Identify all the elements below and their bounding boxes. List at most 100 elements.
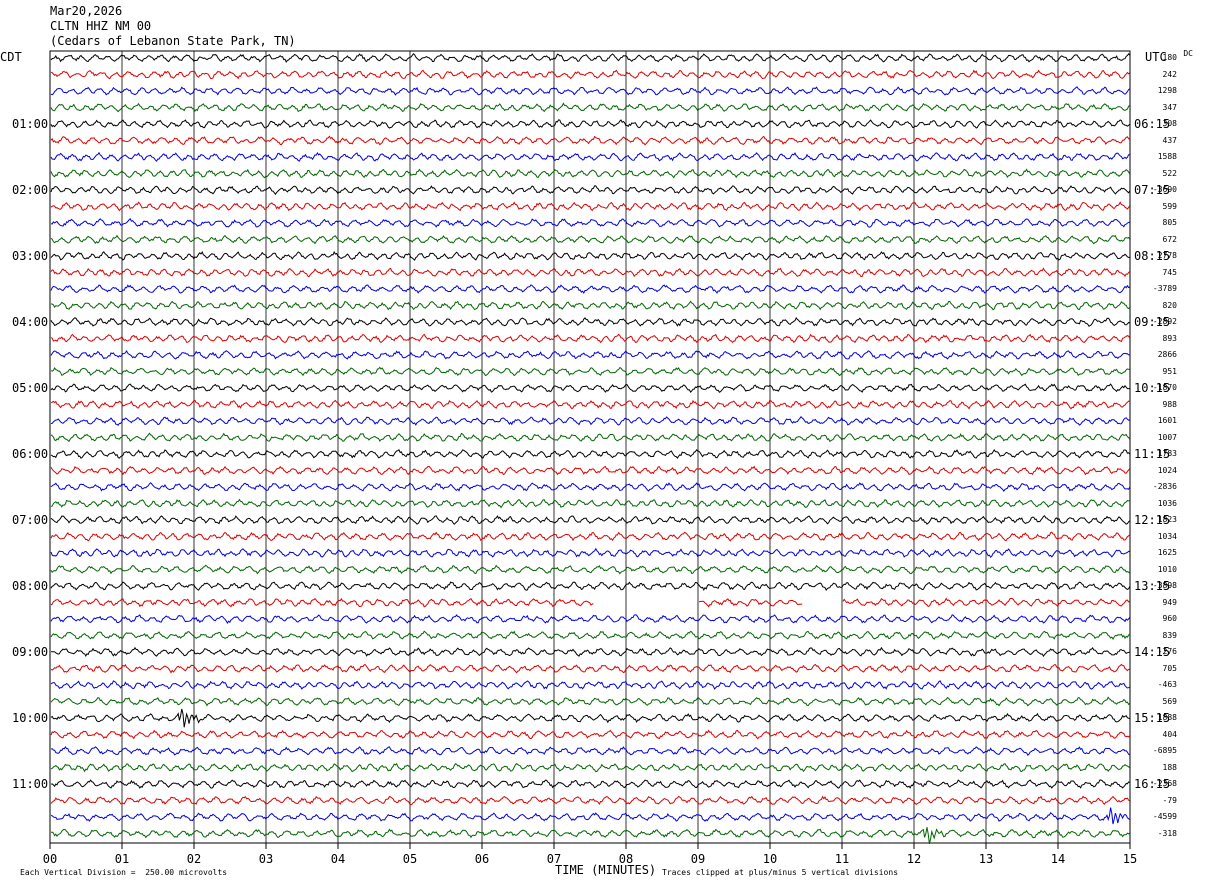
dc-offset-label: 1783 xyxy=(1157,449,1177,458)
dc-offset-label: 1888 xyxy=(1157,713,1177,722)
seismic-trace xyxy=(50,201,1131,212)
dc-offset-label: 1588 xyxy=(1157,152,1177,161)
dc-offset-label: 1034 xyxy=(1157,531,1177,541)
grid xyxy=(49,50,1131,849)
traces xyxy=(50,53,1131,845)
seismic-trace xyxy=(50,135,1131,146)
x-axis-title: TIME (MINUTES) xyxy=(555,863,657,877)
left-hour-label: 07:00 xyxy=(12,513,49,527)
dc-offset-label: 1024 xyxy=(1157,465,1177,475)
x-tick-label: 02 xyxy=(186,852,202,866)
seismic-trace xyxy=(50,284,1130,295)
right-hour-label: 14:15 xyxy=(1134,645,1171,659)
left-hour-label: 05:00 xyxy=(12,381,49,395)
seismic-trace xyxy=(50,581,1131,592)
x-tick-label: 11 xyxy=(834,852,850,866)
seismic-trace xyxy=(50,498,1130,509)
seismic-trace xyxy=(50,366,1130,377)
seismic-trace xyxy=(50,300,1131,311)
x-tick-label: 05 xyxy=(402,852,418,866)
seismic-trace xyxy=(50,807,1131,825)
x-tick-label: 10 xyxy=(762,852,778,866)
x-tick-label: 09 xyxy=(690,852,706,866)
left-hour-label: 09:00 xyxy=(12,645,49,659)
seismic-trace xyxy=(50,827,1131,845)
x-tick-label: 12 xyxy=(906,852,922,866)
footer-scale: Each Vertical Division = 250.00 microvol… xyxy=(20,868,228,877)
seismic-trace xyxy=(50,762,1131,773)
dc-offset-label: -276 xyxy=(1157,647,1177,656)
dc-offset-label: 180 xyxy=(1162,53,1177,62)
dc-offset-label: 820 xyxy=(1162,300,1177,310)
right-timezone: UTC xyxy=(1145,50,1167,64)
x-tick-label: 13 xyxy=(978,852,994,866)
dc-offset-label: 745 xyxy=(1162,267,1177,277)
x-tick-label: 07 xyxy=(546,852,562,866)
seismic-trace xyxy=(50,564,1131,575)
seismic-trace xyxy=(50,646,1130,658)
left-hour-label: 08:00 xyxy=(12,579,49,593)
dc-offset-label: 242 xyxy=(1162,69,1177,79)
seismic-trace xyxy=(50,729,1131,740)
dc-offset-label: 1823 xyxy=(1157,515,1177,524)
dc-offset-label: 1601 xyxy=(1157,416,1177,425)
left-hour-label: 11:00 xyxy=(12,777,49,791)
seismic-trace xyxy=(50,168,1131,179)
plot-frame xyxy=(49,50,1131,844)
dc-offset-label: -4599 xyxy=(1152,812,1177,821)
seismic-trace xyxy=(50,119,1131,129)
dc-offset-label: 2866 xyxy=(1157,350,1177,359)
seismic-trace xyxy=(50,696,1131,707)
seismic-trace xyxy=(50,234,1131,245)
dc-offset-label: -2368 xyxy=(1152,779,1177,788)
x-tick-label: 15 xyxy=(1122,852,1138,866)
header-date: Mar20,2026 xyxy=(50,4,123,18)
dc-offset-label: 949 xyxy=(1162,597,1177,607)
right-hour-label: 08:15 xyxy=(1134,249,1171,263)
right-hour-label: 07:15 xyxy=(1134,183,1171,197)
seismic-trace xyxy=(50,531,1131,542)
left-hour-label: 02:00 xyxy=(12,183,49,197)
dc-offset-label: 951 xyxy=(1162,366,1177,376)
right-hour-label: 11:15 xyxy=(1134,447,1171,461)
dc-offset-label: -3690 xyxy=(1152,185,1177,194)
seismic-trace xyxy=(50,86,1131,96)
dc-offset-label: 2778 xyxy=(1157,251,1177,260)
seismic-trace xyxy=(50,547,1130,558)
dc-offset-label: -6895 xyxy=(1152,746,1177,755)
right-hour-label: 12:15 xyxy=(1134,513,1171,527)
dc-offset-label: -2836 xyxy=(1152,482,1177,491)
seismic-trace xyxy=(50,333,1131,344)
seismic-trace xyxy=(50,250,1130,261)
dc-offset-label: 599 xyxy=(1162,201,1177,211)
seismic-trace xyxy=(50,151,1130,162)
right-hour-label: 15:15 xyxy=(1134,711,1171,725)
seismic-trace xyxy=(50,795,1131,806)
dc-offset-label: -1870 xyxy=(1152,383,1177,392)
left-timezone: CDT xyxy=(0,50,22,64)
header-station: CLTN HHZ NM 00 xyxy=(50,19,152,33)
seismic-trace xyxy=(50,465,1131,476)
dc-offset-label: 1036 xyxy=(1157,498,1177,508)
left-hour-label: 06:00 xyxy=(12,447,49,461)
x-tick-label: 00 xyxy=(42,852,58,866)
dc-offset-label: 1625 xyxy=(1157,548,1177,557)
seismic-trace xyxy=(50,630,1131,640)
right-hour-label: 06:15 xyxy=(1134,117,1171,131)
seismic-trace xyxy=(50,316,1130,327)
x-tick-label: 06 xyxy=(474,852,490,866)
seismic-trace xyxy=(50,448,1131,459)
dc-offset-label: 347 xyxy=(1162,102,1177,112)
dc-offset-label: 308 xyxy=(1162,119,1177,128)
dc-offset-label: 1007 xyxy=(1157,432,1177,442)
dc-offset-label: 988 xyxy=(1162,399,1177,409)
seismic-trace xyxy=(50,745,1131,757)
x-tick-label: 14 xyxy=(1050,852,1066,866)
dc-offset-label: 188 xyxy=(1162,762,1177,772)
dc-header: DC xyxy=(1183,49,1193,58)
left-hour-label: 03:00 xyxy=(12,249,49,263)
seismic-trace xyxy=(50,482,1131,492)
footer-clip: Traces clipped at plus/minus 5 vertical … xyxy=(662,868,899,877)
dc-offset-label: -463 xyxy=(1157,680,1177,689)
dc-offset-label: 404 xyxy=(1162,729,1177,739)
